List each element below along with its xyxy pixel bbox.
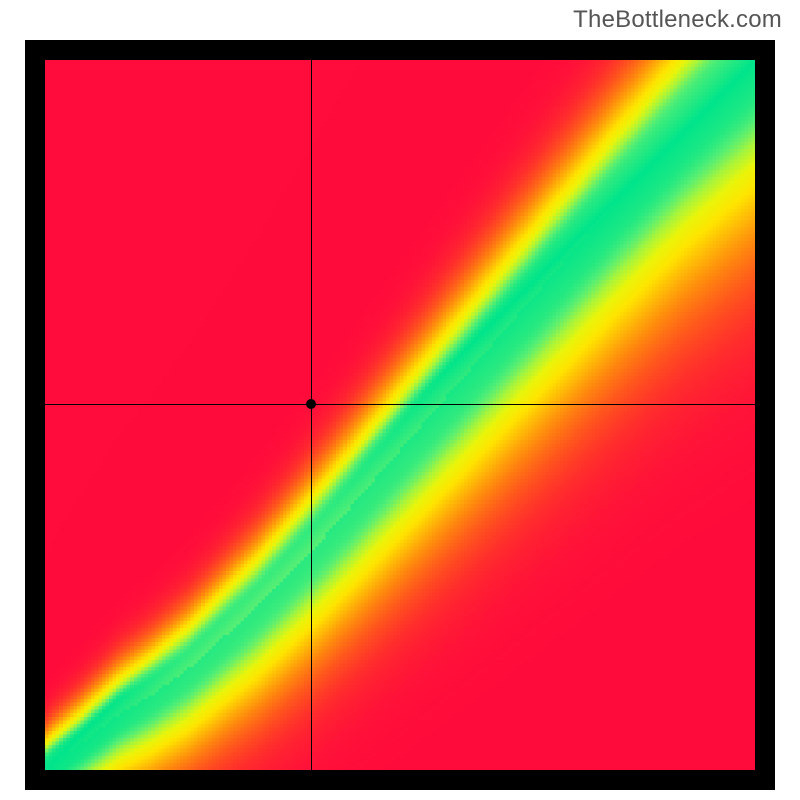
crosshair-vertical: [311, 60, 312, 770]
plot-frame: [25, 40, 775, 790]
crosshair-horizontal: [45, 404, 755, 405]
watermark-text: TheBottleneck.com: [573, 6, 782, 34]
figure-container: TheBottleneck.com: [0, 0, 800, 800]
crosshair-marker: [306, 399, 316, 409]
bottleneck-heatmap: [45, 60, 755, 770]
